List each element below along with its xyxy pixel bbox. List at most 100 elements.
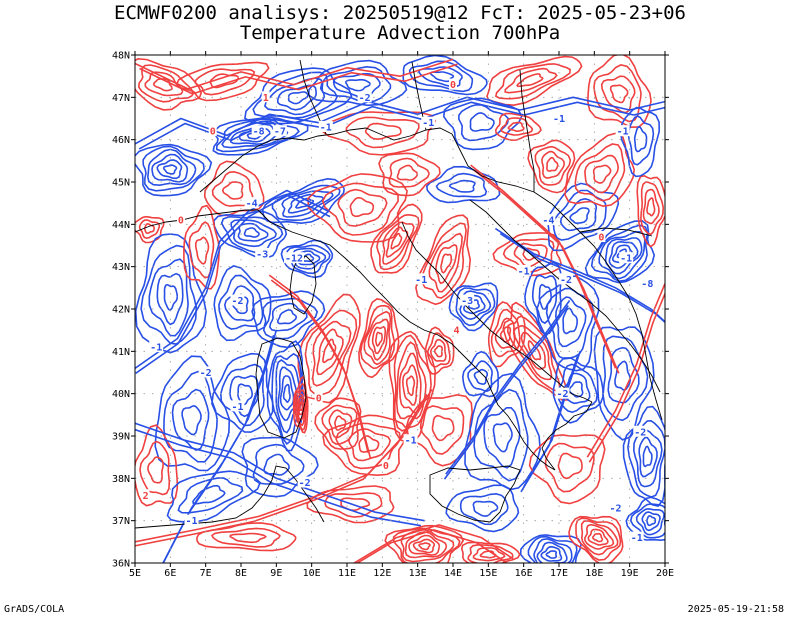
cold-advection-contour (218, 274, 264, 330)
lat-label: 37N (112, 516, 130, 527)
cold-advection-contour (527, 535, 578, 563)
warm-advection-contour (642, 188, 660, 225)
cold-advection-contour (459, 290, 492, 321)
contour-label-bg (555, 387, 570, 399)
lat-label: 36N (112, 559, 130, 570)
cold-advection-contour (177, 477, 244, 514)
contour-label: -2 (634, 427, 646, 438)
cold-advection-contour (632, 429, 663, 488)
lat-label: 40N (112, 389, 130, 400)
cold-advection-contour (344, 78, 371, 92)
cold-advection-contour (569, 207, 590, 225)
cold-advection-contour (243, 227, 260, 238)
warm-advection-contour (494, 63, 571, 100)
warm-advection-contour (363, 310, 392, 366)
cold-advection-contour (140, 244, 198, 345)
cold-advection-contour (562, 307, 578, 335)
contour-label: -2 (557, 389, 569, 400)
cold-advection-contour (467, 360, 493, 393)
cold-advection-contour (524, 261, 562, 336)
warm-advection-contour (321, 404, 358, 445)
warm-advection-contour (194, 68, 256, 96)
cold-advection-contour (261, 177, 345, 225)
warm-advection-contour (138, 219, 161, 240)
lon-label: 17E (550, 568, 568, 579)
cold-advection-contour (627, 419, 665, 498)
contour-label-bg (615, 125, 630, 137)
warm-advection-contour (195, 236, 210, 265)
warm-advection-contour (388, 157, 430, 188)
cold-advection-contour (455, 287, 496, 327)
sicily (429, 465, 521, 523)
cold-isoline (499, 232, 665, 324)
contour-label-bg (633, 425, 648, 437)
lon-label: 13E (409, 568, 427, 579)
sardinia (255, 337, 307, 439)
warm-advection-contour (507, 121, 525, 132)
warm-advection-contour (378, 152, 441, 197)
axes: 48N 47N 46N 45N 44N 43N 42N 41N 40N 39N 38N 37N 36N5… (112, 51, 674, 580)
cold-advection-contour (622, 405, 665, 507)
contour-label-bg (261, 91, 270, 103)
warm-advection-contour (316, 328, 344, 376)
cold-advection-contour (146, 148, 197, 187)
contour-label: -1 (422, 118, 434, 129)
contour-label: -2 (560, 275, 572, 286)
contour-label: -2 (231, 296, 243, 307)
cold-isoline (135, 422, 425, 522)
warm-advection-contour (304, 309, 358, 396)
contour-label-bg (552, 112, 566, 124)
contour-label-bg (314, 391, 323, 403)
cold-isoline (443, 305, 569, 480)
lon-label: 18E (585, 568, 603, 579)
cold-advection-contour (163, 370, 218, 463)
contour-label-bg (272, 125, 287, 137)
cold-advection-contour (461, 350, 499, 398)
warm-advection-contour (479, 550, 497, 559)
cold-advection-contour (192, 484, 226, 505)
lon-label: 20E (656, 568, 674, 579)
contour-label-bg (597, 231, 606, 243)
warm-isoline (139, 63, 458, 95)
warm-advection-contour (408, 534, 441, 556)
warm-advection-contour (299, 400, 304, 412)
warm-advection-contour (367, 318, 390, 361)
warm-advection-contour (395, 341, 427, 420)
warm-advection-contour (557, 452, 583, 480)
warm-advection-contour (494, 112, 542, 142)
warm-advection-contour (516, 73, 544, 88)
warm-advection-contour (472, 547, 506, 562)
cold-advection-contour (593, 326, 655, 441)
warm-advection-contour (591, 532, 604, 543)
contour-label: -2 (200, 368, 212, 379)
warm-advection-contour (322, 414, 409, 477)
warm-advection-contour (504, 67, 558, 94)
lat-label: 46N (112, 135, 130, 146)
contour-label: -3 (461, 296, 473, 307)
cold-advection-contour (262, 297, 319, 340)
warm-advection-contour (295, 388, 308, 427)
cold-advection-contour (473, 368, 489, 385)
lon-label: 6E (164, 568, 176, 579)
warm-advection-contour (541, 150, 565, 179)
lon-label: 12E (373, 568, 391, 579)
warm-advection-contour (429, 338, 447, 362)
inner-border-3 (519, 69, 535, 192)
cold-isoline (162, 334, 275, 563)
contour-label: 2 (143, 491, 149, 502)
cold-advection-contour (162, 164, 178, 175)
contour-label-bg (421, 116, 436, 128)
contour-label: -7 (274, 127, 286, 138)
map-subtitle: Temperature Advection 700hPa (239, 22, 561, 44)
cold-advection-contour (464, 372, 541, 491)
slovenia-croatia-border (451, 133, 629, 297)
warm-advection-contour (137, 64, 194, 103)
contour-label: -1 (186, 516, 198, 527)
cold-advection-contour (629, 503, 665, 539)
warm-advection-contour (311, 320, 352, 387)
cold-advection-contour (435, 172, 488, 198)
warm-isoline (135, 393, 428, 547)
cold-advection-contour (213, 265, 272, 342)
cold-advection-contour (287, 193, 325, 214)
contour-label: 0 (178, 216, 184, 227)
